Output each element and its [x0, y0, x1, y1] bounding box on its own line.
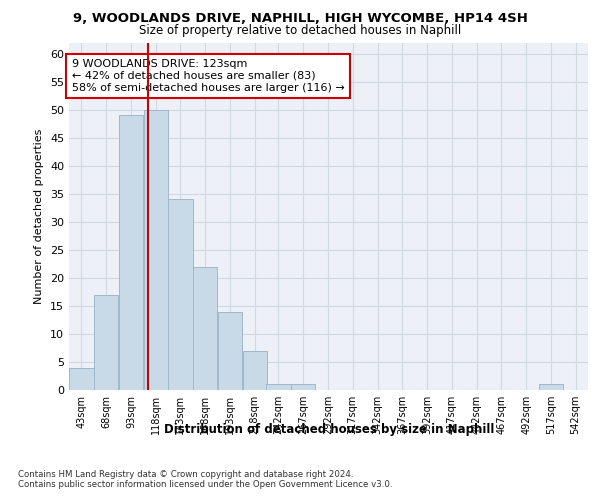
Text: 9, WOODLANDS DRIVE, NAPHILL, HIGH WYCOMBE, HP14 4SH: 9, WOODLANDS DRIVE, NAPHILL, HIGH WYCOMB… — [73, 12, 527, 26]
Bar — [218, 312, 242, 390]
Bar — [119, 116, 143, 390]
Bar — [539, 384, 563, 390]
Bar — [291, 384, 316, 390]
Text: Size of property relative to detached houses in Naphill: Size of property relative to detached ho… — [139, 24, 461, 37]
Y-axis label: Number of detached properties: Number of detached properties — [34, 128, 44, 304]
Bar — [69, 368, 94, 390]
Bar — [94, 294, 118, 390]
Text: Contains HM Land Registry data © Crown copyright and database right 2024.: Contains HM Land Registry data © Crown c… — [18, 470, 353, 479]
Text: Contains public sector information licensed under the Open Government Licence v3: Contains public sector information licen… — [18, 480, 392, 489]
Bar — [168, 200, 193, 390]
Text: Distribution of detached houses by size in Naphill: Distribution of detached houses by size … — [164, 422, 494, 436]
Bar — [143, 110, 168, 390]
Text: 9 WOODLANDS DRIVE: 123sqm
← 42% of detached houses are smaller (83)
58% of semi-: 9 WOODLANDS DRIVE: 123sqm ← 42% of detac… — [72, 60, 345, 92]
Bar — [242, 351, 267, 390]
Bar — [193, 266, 217, 390]
Bar — [266, 384, 290, 390]
